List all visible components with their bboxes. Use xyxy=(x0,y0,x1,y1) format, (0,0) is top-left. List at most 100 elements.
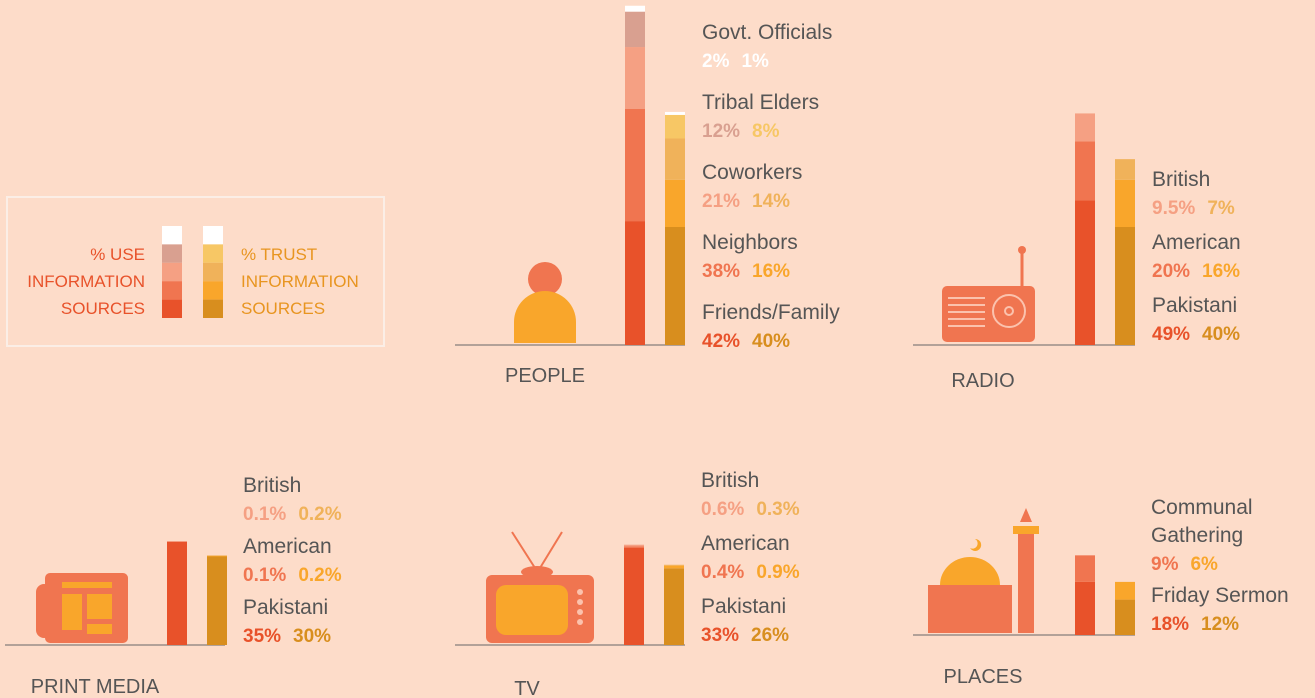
use-value: 33% xyxy=(701,625,740,646)
legend-label: % TRUST INFORMATION SOURCES xyxy=(241,241,359,322)
trust-segment xyxy=(1115,159,1135,180)
legend-line: SOURCES xyxy=(241,299,326,318)
panel-title: PLACES xyxy=(943,666,1023,688)
trust-value: 40% xyxy=(1202,324,1241,345)
use-segment xyxy=(624,544,644,547)
legend-box xyxy=(6,196,385,347)
trust-value: 0.9% xyxy=(756,562,800,583)
series-name: British xyxy=(1152,168,1211,191)
use-segment xyxy=(625,221,645,345)
legend-line: % TRUST xyxy=(241,245,318,264)
trust-segment xyxy=(665,179,685,227)
panel-title: PEOPLE xyxy=(504,365,586,387)
use-segment xyxy=(1075,581,1095,635)
series-name: Pakistani xyxy=(243,596,329,619)
series-name: American xyxy=(701,532,790,555)
series-label: Pakistani 35% 30% xyxy=(243,594,443,652)
trust-segment xyxy=(1115,179,1135,227)
series-label: Coworkers 21% 14% xyxy=(702,159,902,217)
series-values: 0.6% 0.3% xyxy=(701,495,901,525)
legend-line: INFORMATION xyxy=(27,272,145,291)
series-label: Pakistani 49% 40% xyxy=(1152,292,1315,350)
legend-line: SOURCES xyxy=(60,299,145,318)
panel-title: TV xyxy=(514,678,540,698)
panel-title: PRINT MEDIA xyxy=(30,676,160,698)
series-values: 9.5% 7% xyxy=(1152,194,1315,224)
series-name: Pakistani xyxy=(1152,294,1238,317)
label-column: Communal Gathering 9% 6% Friday Sermon 18% 12… xyxy=(1151,494,1311,642)
series-values: 21% 14% xyxy=(702,187,902,217)
use-segment xyxy=(625,47,645,109)
use-value: 49% xyxy=(1152,324,1191,345)
legend-swatch xyxy=(203,281,223,300)
label-column: British 0.1% 0.2% American 0.1% 0.2% Pakistani… xyxy=(243,472,443,655)
label-column: Govt. Officials 2% 1% Tribal Elders 12% 8% Cow… xyxy=(702,19,902,369)
series-name: Tribal Elders xyxy=(702,91,820,114)
use-value: 0.1% xyxy=(243,565,287,586)
use-value: 42% xyxy=(702,331,741,352)
series-values: 35% 30% xyxy=(243,622,443,652)
series-label: British 0.1% 0.2% xyxy=(243,472,443,530)
series-label: Pakistani 33% 26% xyxy=(701,593,901,651)
series-values: 0.4% 0.9% xyxy=(701,558,901,588)
radio-icon xyxy=(942,246,1035,342)
trust-segment xyxy=(664,568,684,645)
use-value: 20% xyxy=(1152,261,1191,282)
series-name: Govt. Officials xyxy=(702,21,833,44)
series-values: 2% 1% xyxy=(702,47,902,77)
use-segment xyxy=(1075,555,1095,582)
legend-label: % USE INFORMATION SOURCES xyxy=(27,241,145,322)
legend-swatch xyxy=(203,244,223,263)
trust-value: 26% xyxy=(751,625,790,646)
label-column: British 0.6% 0.3% American 0.4% 0.9% Pakistani… xyxy=(701,467,901,656)
use-value: 0.1% xyxy=(243,504,287,525)
use-segment xyxy=(1075,141,1095,201)
use-value: 21% xyxy=(702,191,741,212)
trust-segment xyxy=(665,227,685,345)
trust-value: 12% xyxy=(1201,614,1240,635)
series-name: American xyxy=(243,535,332,558)
series-values: 33% 26% xyxy=(701,621,901,651)
trust-segment xyxy=(1115,227,1135,345)
trust-value: 0.2% xyxy=(298,565,342,586)
series-values: 20% 16% xyxy=(1152,257,1315,287)
trust-segment xyxy=(207,556,227,645)
trust-value: 6% xyxy=(1190,554,1218,575)
trust-segment xyxy=(664,564,684,566)
trust-segment xyxy=(665,114,685,139)
use-segment xyxy=(624,547,644,645)
newspaper-icon xyxy=(36,573,128,643)
mosque-icon xyxy=(928,508,1039,633)
legend-swatch xyxy=(162,262,182,282)
series-name: British xyxy=(701,469,760,492)
use-value: 9% xyxy=(1151,554,1179,575)
trust-value: 14% xyxy=(752,191,791,212)
use-value: 9.5% xyxy=(1152,198,1196,219)
series-label: Friday Sermon 18% 12% xyxy=(1151,582,1311,640)
use-value: 2% xyxy=(702,51,730,72)
series-name: Friends/Family xyxy=(702,301,840,324)
series-label: British 9.5% 7% xyxy=(1152,166,1315,224)
series-values: 49% 40% xyxy=(1152,320,1315,350)
series-name: Neighbors xyxy=(702,231,798,254)
use-value: 18% xyxy=(1151,614,1190,635)
series-label: Neighbors 38% 16% xyxy=(702,229,902,287)
use-value: 38% xyxy=(702,261,741,282)
trust-value: 0.2% xyxy=(298,504,342,525)
series-name: Communal Gathering xyxy=(1151,496,1253,547)
use-value: 0.6% xyxy=(701,499,745,520)
series-name: Pakistani xyxy=(701,595,787,618)
series-values: 42% 40% xyxy=(702,327,902,357)
use-segment xyxy=(625,109,645,222)
use-segment xyxy=(624,546,644,548)
trust-value: 7% xyxy=(1207,198,1235,219)
trust-value: 16% xyxy=(752,261,791,282)
trust-value: 0.3% xyxy=(756,499,800,520)
series-values: 0.1% 0.2% xyxy=(243,561,443,591)
legend-swatch xyxy=(162,299,182,318)
series-label: Tribal Elders 12% 8% xyxy=(702,89,902,147)
use-value: 0.4% xyxy=(701,562,745,583)
legend-line: % USE xyxy=(90,245,145,264)
legend-line: INFORMATION xyxy=(241,272,359,291)
